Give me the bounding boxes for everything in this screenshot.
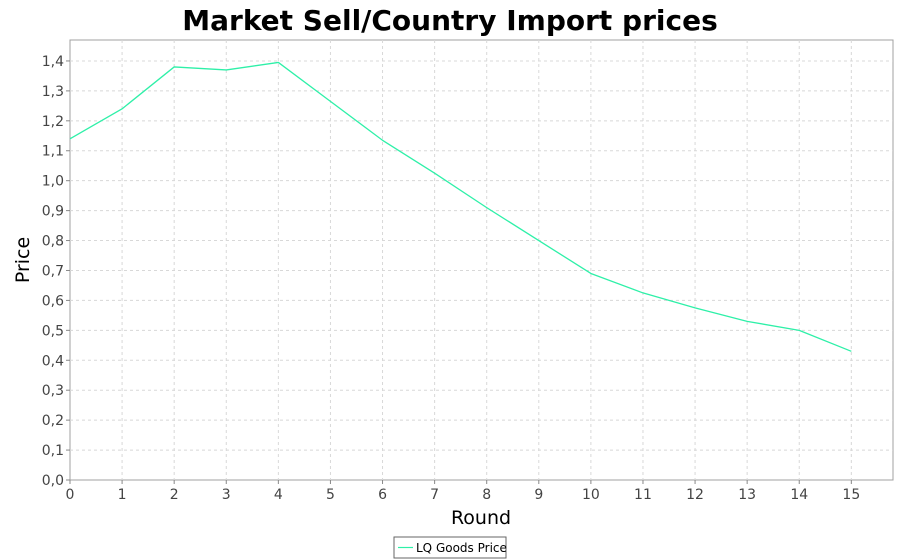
- x-axis-ticks: 0 1 2 3 4 5 6 7 8 9 10 11 12 13 14 15: [66, 480, 860, 503]
- y-tick-label: 0,5: [42, 323, 64, 339]
- x-tick-label: 6: [378, 487, 387, 503]
- series-layer: [69, 61, 852, 352]
- grid: [70, 40, 893, 480]
- y-tick-label: 0,0: [42, 473, 64, 489]
- x-tick-label: 3: [222, 487, 231, 503]
- x-tick-label: 1: [118, 487, 127, 503]
- x-tick-label: 2: [170, 487, 179, 503]
- y-tick-label: 0,6: [42, 293, 64, 309]
- x-tick-label: 10: [582, 487, 600, 503]
- x-tick-label: 8: [482, 487, 491, 503]
- legend-box: [393, 536, 507, 559]
- x-tick-label: 5: [326, 487, 335, 503]
- y-tick-label: 0,7: [42, 263, 64, 279]
- y-tick-label: 0,4: [42, 353, 64, 369]
- x-tick-label: 12: [686, 487, 704, 503]
- y-axis-label: Price: [12, 237, 34, 283]
- y-tick-label: 0,3: [42, 383, 64, 399]
- y-tick-label: 0,8: [42, 234, 64, 250]
- y-tick-label: 1,4: [42, 54, 64, 70]
- y-tick-label: 1,3: [42, 84, 64, 100]
- x-axis-label: Round: [451, 507, 511, 529]
- y-tick-label: 0,1: [42, 443, 64, 459]
- chart-title: Market Sell/Country Import prices: [182, 4, 718, 37]
- y-tick-label: 1,0: [42, 174, 64, 190]
- series-line-0: [69, 61, 852, 352]
- x-tick-label: 7: [430, 487, 439, 503]
- plot-area: [69, 39, 894, 481]
- x-tick-label: 0: [66, 487, 75, 503]
- x-tick-label: 15: [842, 487, 860, 503]
- x-tick-label: 14: [790, 487, 808, 503]
- x-tick-label: 13: [738, 487, 756, 503]
- x-tick-label: 9: [534, 487, 543, 503]
- x-tick-label: 4: [274, 487, 283, 503]
- legend: LQ Goods Price: [393, 536, 507, 559]
- y-tick-label: 1,2: [42, 114, 64, 130]
- legend-label: LQ Goods Price: [416, 541, 507, 555]
- y-tick-label: 0,9: [42, 204, 64, 220]
- x-tick-label: 11: [634, 487, 652, 503]
- y-axis-ticks: 0,0 0,1 0,2 0,3 0,4 0,5 0,6 0,7 0,8 0,9 1,0 1,1 1,2 1…: [42, 54, 70, 489]
- y-tick-label: 1,1: [42, 144, 64, 160]
- y-tick-label: 0,2: [42, 413, 64, 429]
